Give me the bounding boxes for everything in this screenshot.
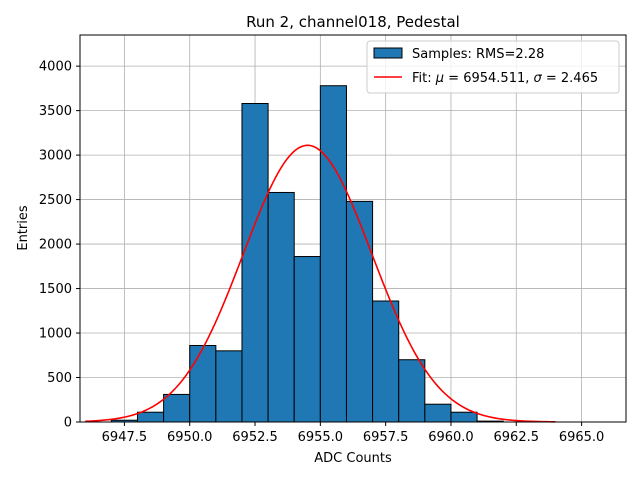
y-tick-label-0: 0	[64, 416, 72, 431]
histogram-bar-10	[372, 300, 400, 423]
legend-box	[366, 40, 620, 94]
x-tick-label-6: 6962.5	[494, 430, 540, 445]
histogram-bar-1	[136, 411, 165, 423]
histogram-bar-12	[424, 403, 452, 423]
x-tick-label-5: 6960.0	[428, 430, 474, 445]
legend-fit-mu-value: = 6954.511,	[444, 71, 533, 86]
fit-layer	[85, 144, 556, 423]
histogram-bar-2	[163, 393, 191, 423]
chart-title: Run 2, channel018, Pedestal	[246, 13, 460, 31]
y-tick-label-4: 2000	[39, 238, 72, 253]
y-tick-label-1: 500	[47, 371, 72, 386]
histogram-bar-4	[215, 350, 243, 423]
y-axis: 0 500 1000 1500 2000 2500 3000 3500 4000	[39, 60, 80, 431]
histogram-bar-3	[189, 344, 217, 423]
legend-fit-sigma-symbol: σ	[534, 71, 543, 86]
x-tick-label-2: 6952.5	[232, 430, 278, 445]
y-tick-label-6: 3000	[39, 149, 72, 164]
histogram-bar-7	[293, 256, 321, 423]
y-tick-label-7: 3500	[39, 104, 72, 119]
x-tick-label-1: 6950.0	[167, 430, 213, 445]
histogram-bar-13	[450, 411, 478, 423]
x-axis: 6947.5 6950.0 6952.5 6955.0 6957.5 6960.0 6962…	[102, 422, 605, 445]
histogram-bar-8	[319, 85, 347, 423]
legend-fit-mu-symbol: μ	[435, 71, 444, 86]
y-tick-label-3: 1500	[39, 282, 72, 297]
histogram-bar-5	[241, 103, 269, 423]
histogram-bar-9	[345, 200, 374, 423]
y-axis-label: Entries	[16, 205, 31, 251]
y-tick-label-2: 1000	[39, 327, 72, 342]
histogram-bar-6	[267, 191, 295, 423]
legend-patch-samples	[373, 47, 403, 59]
y-tick-label-8: 4000	[39, 60, 72, 75]
y-tick-label-5: 2500	[39, 193, 72, 208]
x-tick-label-0: 6947.5	[102, 430, 148, 445]
x-tick-label-4: 6957.5	[363, 430, 409, 445]
bars-layer	[110, 85, 504, 423]
legend: Samples: RMS=2.28 Fit: μ = 6954.511, σ =…	[366, 40, 620, 94]
x-tick-label-7: 6965.0	[559, 430, 605, 445]
legend-label-fit: Fit: μ = 6954.511, σ = 2.465	[412, 71, 598, 86]
fit-curve	[85, 144, 556, 423]
legend-fit-prefix: Fit:	[412, 71, 436, 86]
x-tick-label-3: 6955.0	[298, 430, 344, 445]
histogram-bar-11	[398, 359, 426, 423]
legend-fit-sigma-value: = 2.465	[542, 71, 598, 86]
plot-area-frame	[79, 34, 627, 423]
legend-label-samples: Samples: RMS=2.28	[412, 47, 544, 62]
x-axis-label: ADC Counts	[314, 451, 392, 466]
